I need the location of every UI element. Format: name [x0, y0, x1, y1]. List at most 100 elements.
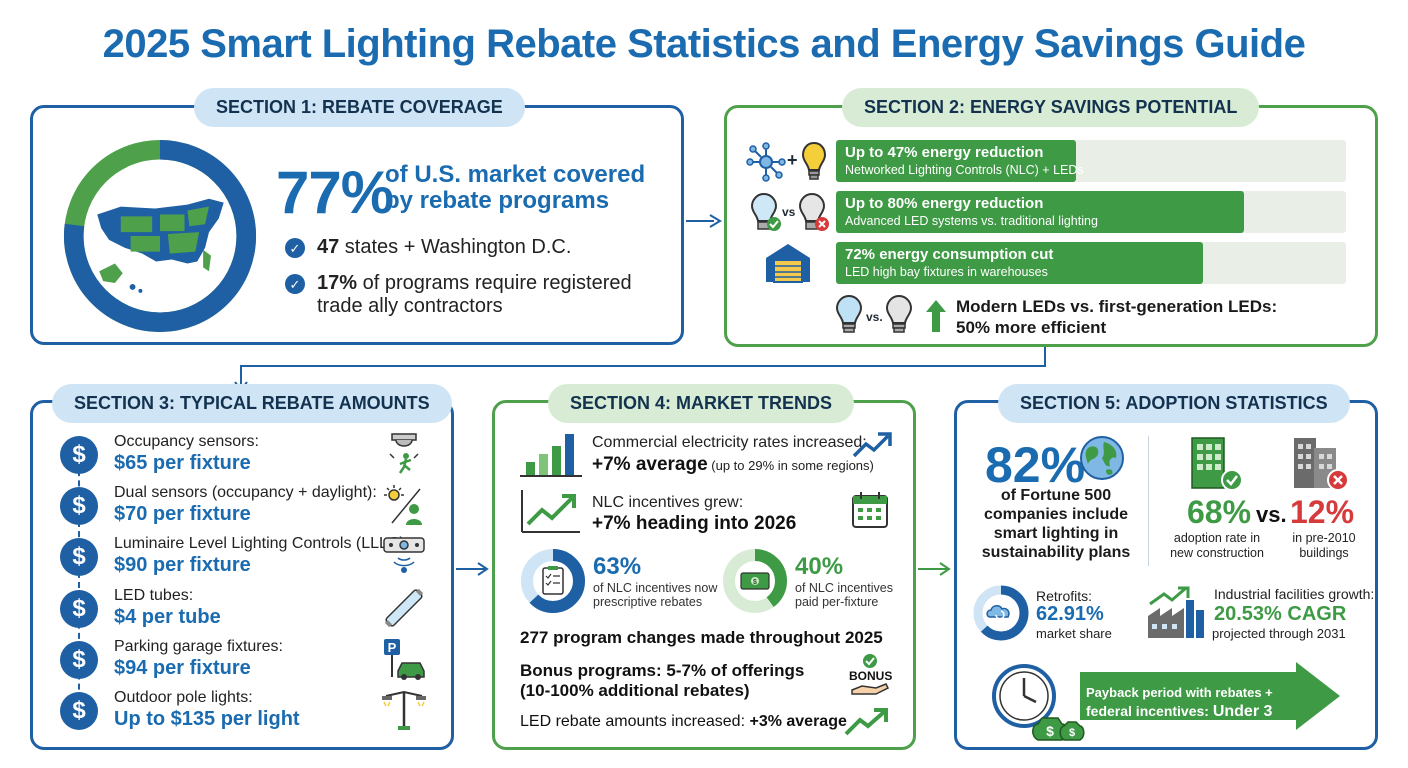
contractors-item: ✓ 17% of programs require registered trad… — [285, 272, 632, 318]
coverage-ring — [63, 139, 257, 333]
rebate-row-led-tubes: $ LED tubes: $4 per tube — [60, 587, 440, 636]
savings-bar-3-fill — [836, 242, 1204, 284]
fortune-line4: sustainability plans — [981, 544, 1131, 561]
section-3-pill: SECTION 3: TYPICAL REBATE AMOUNTS — [52, 384, 452, 423]
states-text: states + Washington D.C. — [339, 236, 572, 258]
payback-line1: Payback period with rebates + — [1086, 685, 1273, 700]
savings-bar-1-fill — [836, 140, 1076, 182]
rebate-row-dual: $ Dual sensors (occupancy + daylight): $… — [60, 484, 440, 533]
rates-value: +7% average — [592, 454, 708, 475]
bar-growth-icon — [520, 434, 582, 477]
bonus-line2: (10-100% additional rebates) — [520, 681, 750, 700]
section-5-divider — [1148, 436, 1149, 566]
vs-label-2: vs. — [866, 310, 883, 324]
parking-icon: P — [384, 639, 425, 680]
warehouse-icon — [766, 244, 810, 283]
savings-bar-2: Up to 80% energy reduction Advanced LED … — [836, 191, 1346, 233]
states-item: ✓ 47 states + Washington D.C. — [285, 236, 571, 259]
factory-growth-icon — [1148, 586, 1204, 638]
savings-bar-3-sub: LED high bay fixtures in warehouses — [845, 265, 1048, 279]
nlc-value: +7% heading into 2026 — [592, 513, 797, 534]
per-fixture-description: of NLC incentives paid per-fixture — [795, 581, 893, 609]
trend-up-green-icon — [844, 708, 888, 736]
savings-bar-3-title: 72% energy consumption cut — [845, 246, 1054, 263]
section-4-pill: SECTION 4: MARKET TRENDS — [548, 384, 855, 423]
trend-up-icon — [852, 432, 892, 458]
flow-arrow-1-2 — [686, 220, 714, 222]
fortune-line2: companies include — [983, 506, 1129, 523]
us-map-icon — [97, 198, 224, 293]
rebate-label: Luminaire Level Lighting Controls (LLLC)… — [114, 535, 410, 552]
coverage-desc-line2: by rebate programs — [385, 187, 610, 214]
savings-bar-1: Up to 47% energy reduction Networked Lig… — [836, 140, 1346, 182]
payback-line2b: Under 3 years — [1086, 703, 1273, 739]
rebate-value: Up to $135 per light — [114, 708, 300, 730]
section-1-pill: SECTION 1: REBATE COVERAGE — [194, 88, 525, 127]
fortune-line1: of Fortune 500 — [1000, 487, 1112, 504]
payback-line2a: federal incentives: — [1086, 703, 1213, 719]
new-building-check-icon — [1191, 437, 1243, 491]
flow-arrow-4-5 — [918, 562, 951, 576]
prescriptive-line2: prescriptive rebates — [593, 595, 703, 609]
per-fixture-donut: $ — [723, 549, 787, 613]
bonus-programs: Bonus programs: 5-7% of offerings (10-10… — [520, 661, 804, 701]
arrowhead-icon — [709, 214, 722, 228]
pre-2010-line2: buildings — [1299, 546, 1349, 560]
rebate-value: $65 per fixture — [114, 452, 251, 474]
retrofit-ring — [973, 585, 1029, 641]
rebate-label: Parking garage fixtures: — [114, 638, 283, 655]
new-construction-line1: adoption rate in — [1173, 531, 1261, 545]
page-title: 2025 Smart Lighting Rebate Statistics an… — [102, 22, 1306, 66]
rebate-label: LED tubes: — [114, 587, 194, 604]
prescriptive-percent: 63% — [593, 553, 642, 580]
per-fixture-percent: 40% — [795, 553, 844, 580]
modern-led-comparison: Modern LEDs vs. first-generation LEDs: 5… — [956, 296, 1277, 338]
comparison-vs: vs. — [1256, 502, 1287, 527]
flow-arrow-3-4 — [456, 562, 489, 576]
industrial-label: Industrial facilities growth: — [1214, 586, 1375, 602]
old-building-x-icon — [1294, 438, 1349, 491]
new-construction-percent: 68% — [1187, 494, 1252, 530]
new-construction-line2: new construction — [1170, 546, 1264, 560]
rebate-label: Occupancy sensors: — [114, 433, 259, 450]
fortune-line3: smart lighting in — [993, 525, 1119, 542]
industrial-value: 20.53% CAGR — [1214, 603, 1347, 625]
dollar-icon: $ — [60, 641, 98, 679]
pre-2010-percent: 12% — [1290, 494, 1355, 530]
svg-text:$: $ — [1069, 727, 1075, 739]
svg-text:$: $ — [1046, 723, 1054, 739]
led-bulb-check-icon — [750, 192, 781, 231]
luminaire-control-icon — [383, 537, 425, 573]
pre-2010-line1: in pre-2010 — [1292, 531, 1356, 545]
pre-2010-description: in pre-2010 buildings — [1282, 531, 1366, 561]
modern-led-bulb-icon — [835, 294, 863, 333]
svg-text:$: $ — [753, 579, 757, 586]
connector-vertical — [1044, 347, 1046, 367]
section-3-panel — [30, 400, 454, 750]
section-5-pill: SECTION 5: ADOPTION STATISTICS — [998, 384, 1350, 423]
sun-person-icon — [384, 485, 422, 525]
savings-bar-1-title: Up to 47% energy reduction — [845, 144, 1044, 161]
modern-led-line1: Modern LEDs vs. first-generation LEDs: — [956, 297, 1278, 316]
bonus-tag: BONUS — [849, 669, 893, 683]
rebate-timeline — [78, 460, 80, 710]
lightbulb-icon — [801, 141, 827, 180]
rebate-row-outdoor: $ Outdoor pole lights: Up to $135 per li… — [60, 689, 440, 738]
retrofit-label: Retrofits: — [1036, 588, 1093, 604]
rebate-value: $70 per fixture — [114, 503, 251, 525]
savings-bar-2-title: Up to 80% energy reduction — [845, 195, 1044, 212]
rebate-label: Dual sensors (occupancy + daylight): — [114, 484, 377, 501]
retrofit-value: 62.91% — [1036, 603, 1104, 625]
contractors-text-line2: trade ally contractors — [317, 295, 503, 317]
led-rebate-label: LED rebate amounts increased: — [520, 713, 750, 730]
rates-label: Commercial electricity rates increased: — [592, 434, 867, 451]
dollar-icon: $ — [60, 538, 98, 576]
old-bulb-x-icon — [798, 192, 829, 231]
rebate-row-occupancy: $ Occupancy sensors: $65 per fixture — [60, 433, 440, 482]
calendar-icon — [852, 492, 888, 528]
contractors-percent: 17% — [317, 272, 358, 294]
first-gen-led-bulb-icon — [885, 294, 913, 333]
prescriptive-description: of NLC incentives now prescriptive rebat… — [593, 581, 717, 609]
coverage-desc-line1: of U.S. market covered — [385, 161, 646, 188]
rebate-value: $94 per fixture — [114, 657, 251, 679]
